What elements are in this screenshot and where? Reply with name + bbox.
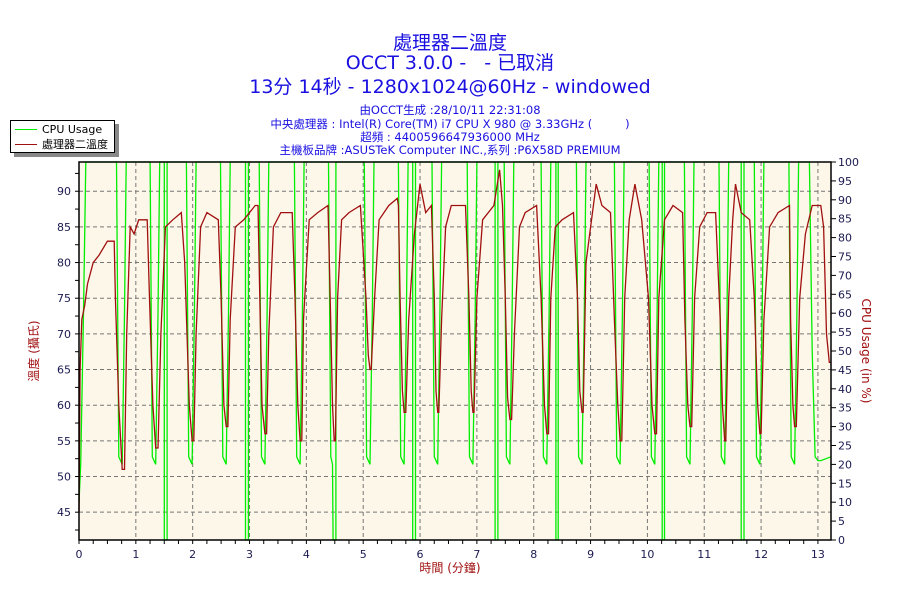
legend-swatch-cpu (15, 128, 37, 130)
y-tick-label: 85 (57, 221, 71, 234)
y2-tick-label: 45 (838, 364, 852, 377)
y-tick-label: 45 (57, 506, 71, 519)
y2-tick-label: 60 (838, 307, 852, 320)
cpu-info: 中央處理器 : Intel(R) Core(TM) i7 CPU X 980 @… (270, 117, 630, 131)
x-tick-label: 13 (811, 548, 825, 561)
y2-tick-label: 70 (838, 269, 852, 282)
x-axis-label: 時間 (分鐘) (419, 560, 480, 575)
x-tick-label: 7 (473, 548, 480, 561)
x-tick-label: 3 (246, 548, 253, 561)
y2-tick-label: 85 (838, 213, 852, 226)
x-tick-label: 12 (754, 548, 768, 561)
y2-tick-label: 10 (838, 496, 852, 509)
plot-area (79, 162, 831, 540)
x-tick-label: 11 (697, 548, 711, 561)
x-tick-label: 4 (303, 548, 310, 561)
y2-tick-label: 15 (838, 477, 852, 490)
y2-axis-label: CPU Usage (in %) (859, 299, 873, 404)
x-tick-label: 8 (530, 548, 537, 561)
x-tick-label: 0 (76, 548, 83, 561)
y2-tick-label: 65 (838, 288, 852, 301)
x-tick-label: 5 (360, 548, 367, 561)
x-tick-label: 1 (132, 548, 139, 561)
y-tick-label: 80 (57, 257, 71, 270)
x-tick-label: 2 (189, 548, 196, 561)
legend-item-cpu: CPU Usage (11, 122, 114, 136)
y2-tick-label: 20 (838, 458, 852, 471)
x-tick-label: 6 (417, 548, 424, 561)
legend: CPU Usage 處理器二溫度 (10, 120, 115, 153)
y2-tick-label: 50 (838, 345, 852, 358)
generated-info: 由OCCT生成 :28/10/11 22:31:08 (359, 103, 541, 117)
plot-border (78, 161, 832, 541)
y-tick-label: 75 (57, 292, 71, 305)
y-tick-label: 50 (57, 471, 71, 484)
y2-tick-label: 55 (838, 326, 852, 339)
motherboard-info: 主機板品牌 :ASUSTeK Computer INC.,系列 :P6X58D … (279, 143, 621, 157)
run-info: 13分 14秒 - 1280x1024@60Hz - windowed (249, 76, 651, 98)
y2-tick-label: 80 (838, 232, 852, 245)
temperature-line (78, 169, 831, 513)
y-tick-label: 60 (57, 399, 71, 412)
y2-tick-label: 40 (838, 383, 852, 396)
y2-tick-label: 90 (838, 194, 852, 207)
y2-tick-label: 95 (838, 175, 852, 188)
y-tick-label: 65 (57, 364, 71, 377)
y-tick-label: 55 (57, 435, 71, 448)
y-tick-label: 70 (57, 328, 71, 341)
y2-tick-label: 0 (838, 534, 845, 547)
y2-tick-label: 75 (838, 251, 852, 264)
x-tick-label: 10 (640, 548, 654, 561)
chart-subtitle: OCCT 3.0.0 - - 已取消 (345, 52, 555, 74)
x-tick-label: 9 (587, 548, 594, 561)
y2-tick-label: 5 (838, 515, 845, 528)
y2-tick-label: 100 (838, 156, 859, 169)
y2-tick-label: 25 (838, 440, 852, 453)
legend-label-temperature: 處理器二溫度 (42, 138, 108, 151)
legend-label-cpu: CPU Usage (42, 122, 103, 136)
legend-item-temperature: 處理器二溫度 (11, 137, 114, 151)
frequency-info: 超頻 : 4400596647936000 MHz (360, 130, 540, 144)
y2-tick-label: 35 (838, 402, 852, 415)
chart-title: 處理器二溫度 (392, 32, 507, 54)
y-tick-label: 90 (57, 185, 71, 198)
legend-swatch-temperature (15, 143, 37, 145)
y-axis-label: 溫度 (攝氏) (26, 320, 41, 381)
y2-tick-label: 30 (838, 421, 852, 434)
